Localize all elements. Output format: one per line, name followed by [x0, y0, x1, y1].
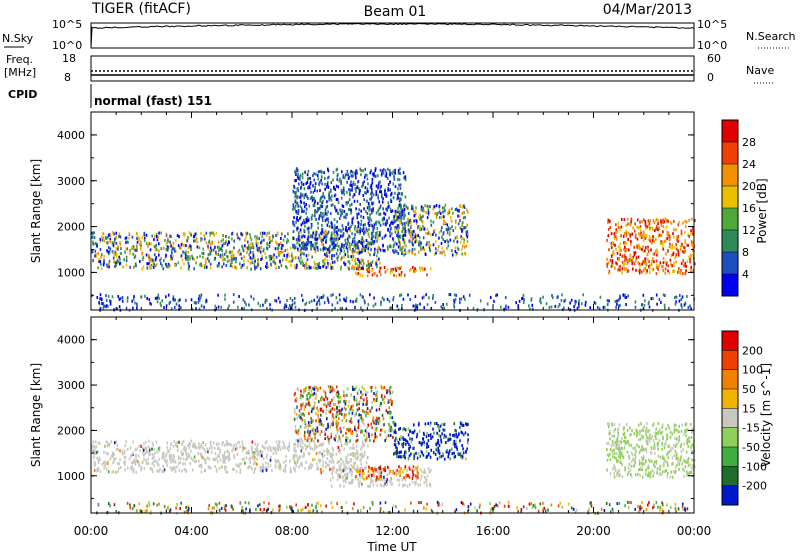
colorbar-segment [722, 485, 738, 506]
power-echoes [91, 167, 696, 312]
colorbar-segment [722, 252, 738, 275]
x-tick-label: 00:00 [74, 524, 109, 538]
freq-unit: [MHz] [4, 66, 36, 79]
y-tick-label: 4000 [57, 129, 85, 142]
colorbar-segment [722, 164, 738, 187]
colorbar-segment [722, 120, 738, 143]
velocity-panel: 4000 3000 2000 1000 Slant Range [km] 200 100… [29, 316, 773, 515]
y-tick-label: 1000 [57, 470, 85, 483]
colorbar-tick-label: 8 [742, 246, 749, 259]
cpid-text: normal (fast) 151 [94, 94, 212, 108]
date-title: 04/Mar/2013 [603, 2, 692, 18]
colorbar-segment [722, 350, 738, 371]
colorbar-tick-label: 15 [742, 402, 756, 415]
velocity-colorbar-label: Velocity [m s^-1] [759, 363, 773, 467]
nsearch-tick-bottom: 10^0 [697, 39, 727, 52]
x-tick-label: 20:00 [576, 524, 611, 538]
cpid-row: CPID normal (fast) 151 [8, 84, 212, 108]
colorbar-segment [722, 447, 738, 467]
colorbar-tick-label: 24 [742, 158, 756, 171]
colorbar-segment [722, 408, 738, 429]
nave-tick-top: 60 [707, 52, 721, 65]
nsky-label: N.Sky [2, 32, 34, 45]
colorbar-segment [722, 331, 738, 351]
y-tick-label: 2000 [57, 221, 85, 234]
y-tick-label: 1000 [57, 266, 85, 279]
colorbar-tick-label: 4 [742, 268, 749, 281]
colorbar-segment [722, 466, 738, 487]
x-tick-label: 12:00 [375, 524, 410, 538]
colorbar-tick-label: 16 [742, 202, 756, 215]
power-colorbar-label: Power [dB] [755, 178, 769, 243]
colorbar-tick-label: 12 [742, 224, 756, 237]
colorbar-segment [722, 369, 738, 390]
power-panel: 4000 3000 2000 1000 Slant Range [km] 28 24 20… [29, 111, 769, 312]
beam-title: Beam 01 [364, 4, 427, 20]
nsearch-label: N.Search [746, 30, 796, 43]
colorbar-tick-label: -50 [742, 441, 760, 454]
colorbar-segment [722, 427, 738, 448]
time-axis: 00:00 04:00 08:00 12:00 16:00 20:00 00:00 [74, 112, 712, 538]
colorbar-tick-label: 20 [742, 180, 756, 193]
nave-label: Nave [746, 64, 774, 77]
velocity-ylabel: Slant Range [km] [29, 363, 43, 467]
nsky-tick-top: 10^5 [52, 18, 82, 31]
nsearch-tick-top: 10^5 [697, 18, 727, 31]
y-tick-label: 3000 [57, 175, 85, 188]
colorbar-segment [722, 274, 738, 297]
freq-label: Freq. [6, 53, 33, 66]
nsky-tick-bottom: 10^0 [52, 39, 82, 52]
colorbar-tick-label: -15 [742, 422, 760, 435]
colorbar-tick-label: 50 [742, 383, 756, 396]
freq-tick-top: 18 [62, 52, 76, 65]
colorbar-segment [722, 389, 738, 409]
velocity-y-axis: 4000 3000 2000 1000 [57, 334, 694, 499]
colorbar-tick-label: 200 [742, 344, 763, 357]
x-tick-label: 08:00 [275, 524, 310, 538]
x-tick-label: 04:00 [174, 524, 209, 538]
y-tick-label: 3000 [57, 379, 85, 392]
y-tick-label: 2000 [57, 424, 85, 437]
power-y-axis: 4000 3000 2000 1000 [57, 129, 694, 296]
colorbar-segment [722, 208, 738, 231]
x-tick-label: 00:00 [677, 524, 712, 538]
colorbar-tick-label: 100 [742, 364, 763, 377]
nsky-panel: N.Sky 10^5 10^0 10^5 10^0 N.Search [2, 18, 796, 52]
power-colorbar: 28 24 20 16 12 8 4 [721, 119, 756, 297]
colorbar-tick-label: -100 [742, 460, 767, 473]
colorbar-segment [722, 230, 738, 253]
station-title: TIGER (fitACF) [91, 1, 191, 17]
freq-tick-bottom: 8 [64, 71, 71, 84]
nave-tick-bottom: 0 [707, 71, 714, 84]
colorbar-tick-label: 28 [742, 136, 756, 149]
xaxis-label: Time UT [366, 540, 417, 554]
freq-panel: Freq. [MHz] 18 8 60 0 Nave [4, 52, 774, 84]
power-ylabel: Slant Range [km] [29, 159, 43, 263]
cpid-label: CPID [8, 88, 37, 101]
colorbar-tick-label: -200 [742, 480, 767, 493]
velocity-colorbar: 200 100 50 15 -15 -50 -100 -200 [721, 330, 767, 506]
y-tick-label: 4000 [57, 334, 85, 347]
velocity-echoes [91, 385, 696, 515]
x-tick-label: 16:00 [476, 524, 511, 538]
colorbar-segment [722, 186, 738, 209]
colorbar-segment [722, 142, 738, 165]
